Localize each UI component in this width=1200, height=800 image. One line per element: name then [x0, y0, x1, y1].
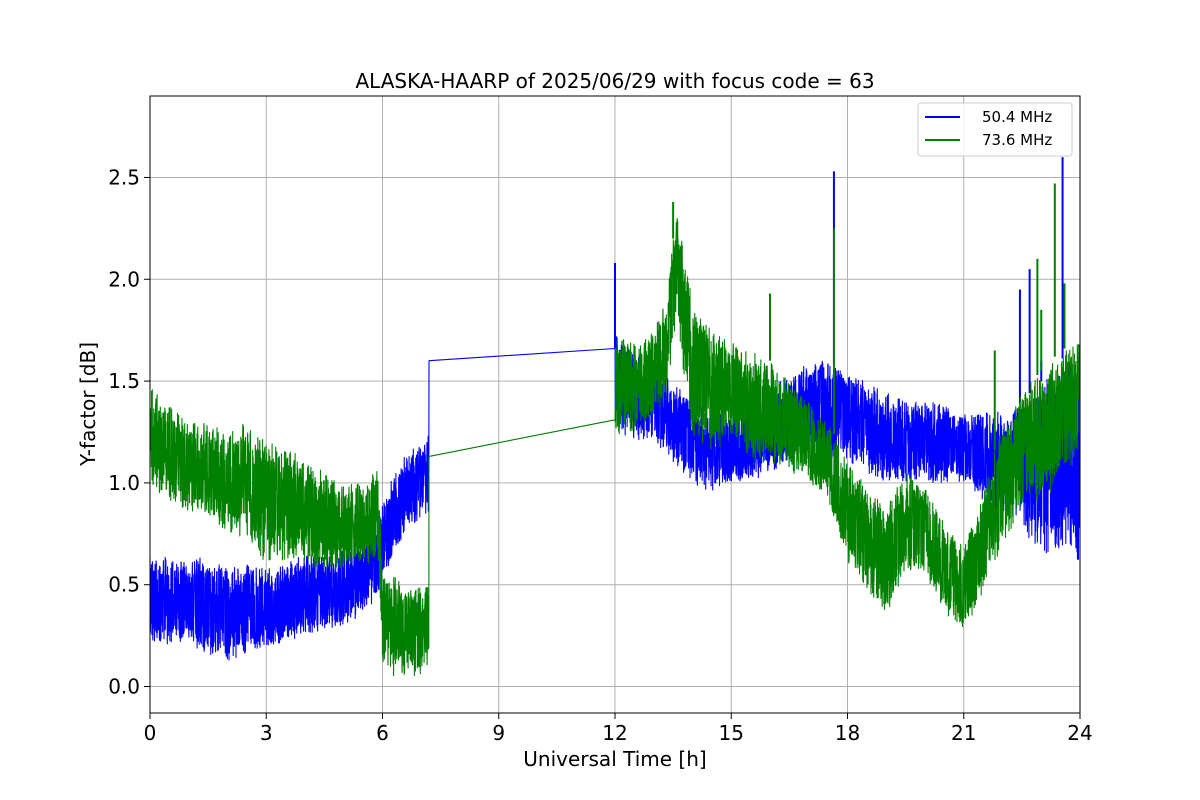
legend-label-50mhz: 50.4 MHz	[982, 108, 1052, 126]
series-line-50mhz	[149, 336, 1081, 661]
y-tick-label: 0.0	[108, 675, 140, 699]
ticks: 0 3 6 9 12 15 18 21 24 0.0 0.5 1.0 1.5 2.0 2.5	[108, 165, 1093, 745]
legend: 50.4 MHz 73.6 MHz	[917, 102, 1073, 157]
x-tick-label: 24	[1067, 721, 1092, 745]
y-tick-label: 0.5	[108, 573, 140, 597]
y-tick-label: 1.5	[108, 369, 140, 393]
y-tick-label: 2.5	[108, 165, 140, 189]
series-layer	[149, 157, 1081, 677]
x-tick-label: 0	[144, 721, 157, 745]
y-axis-label: Y-factor [dB]	[76, 342, 100, 467]
x-tick-label: 15	[719, 721, 744, 745]
series-line-73mhz	[149, 217, 1081, 677]
x-tick-label: 12	[602, 721, 627, 745]
y-tick-label: 1.0	[108, 471, 140, 495]
x-tick-label: 3	[260, 721, 273, 745]
chart-title: ALASKA-HAARP of 2025/06/29 with focus co…	[355, 69, 874, 93]
x-axis-label: Universal Time [h]	[523, 747, 706, 771]
legend-label-73mhz: 73.6 MHz	[982, 131, 1052, 149]
x-tick-label: 9	[492, 721, 505, 745]
y-tick-label: 2.0	[108, 267, 140, 291]
x-tick-label: 18	[835, 721, 860, 745]
x-tick-label: 21	[951, 721, 976, 745]
x-tick-label: 6	[376, 721, 389, 745]
